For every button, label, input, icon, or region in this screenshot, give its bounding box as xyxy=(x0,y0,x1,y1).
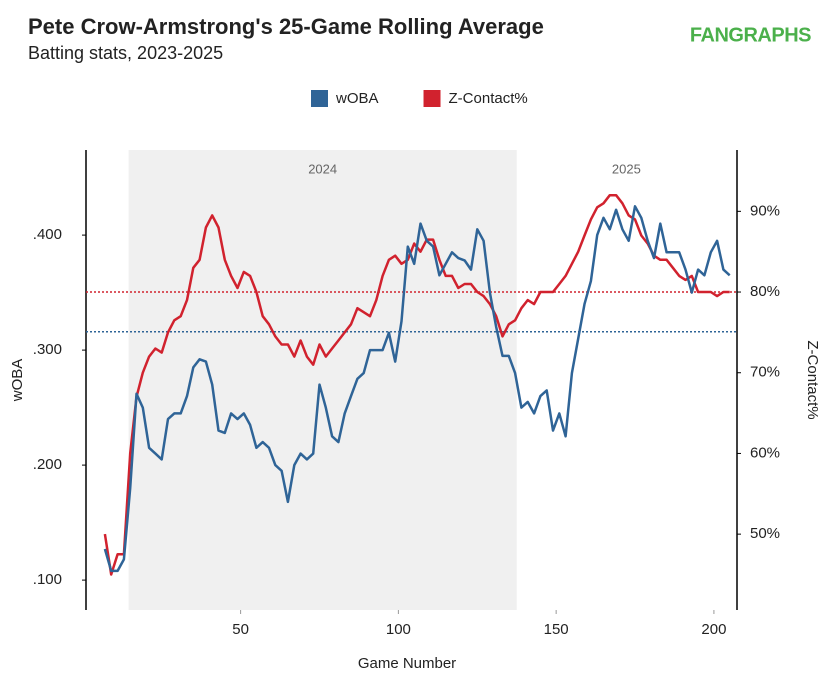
x-tick-label: 100 xyxy=(386,621,411,638)
y2-axis-label: Z-Contact% xyxy=(804,340,821,419)
legend-label: Z-Contact% xyxy=(449,90,528,107)
y2-tick-label: 50% xyxy=(750,525,780,542)
y2-tick-label: 60% xyxy=(750,444,780,461)
series-line xyxy=(103,205,731,573)
x-tick-label: 200 xyxy=(701,621,726,638)
y2-tick-label: 70% xyxy=(750,364,780,381)
x-tick-label: 50 xyxy=(232,621,249,638)
y-tick-label: .300 xyxy=(33,341,62,358)
legend-swatch xyxy=(423,90,441,107)
region-label: 2025 xyxy=(612,161,641,176)
legend-label: wOBA xyxy=(335,90,379,107)
y-tick-label: .200 xyxy=(33,456,62,473)
x-axis-label: Game Number xyxy=(358,655,456,672)
y2-tick-label: 90% xyxy=(750,202,780,219)
y-tick-label: .400 xyxy=(33,226,62,243)
region-label: 2024 xyxy=(308,161,337,176)
chart-subtitle: Batting stats, 2023-2025 xyxy=(28,43,223,63)
chart-title: Pete Crow-Armstrong's 25-Game Rolling Av… xyxy=(28,14,544,39)
y-tick-label: .100 xyxy=(33,571,62,588)
legend-swatch xyxy=(311,90,328,107)
y-axis-label: wOBA xyxy=(9,359,26,403)
x-tick-label: 150 xyxy=(544,621,569,638)
y2-tick-label: 80% xyxy=(750,283,780,300)
region xyxy=(128,150,517,610)
logo: FANGRAPHS xyxy=(690,24,811,46)
